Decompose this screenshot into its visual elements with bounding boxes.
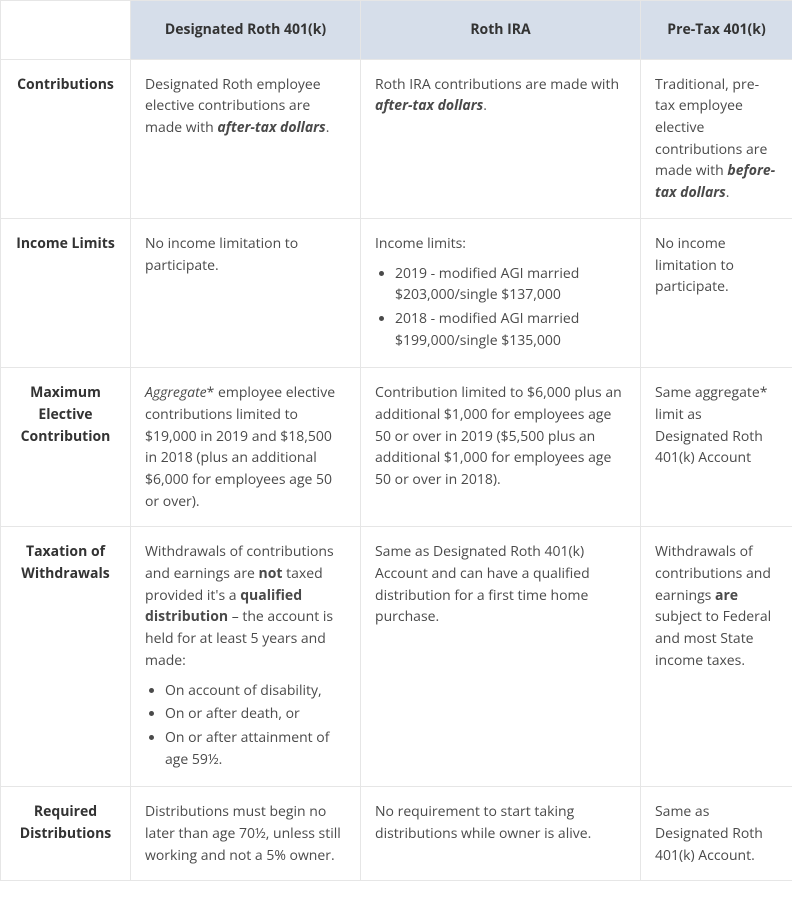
list-item: On or after death, or [165, 703, 346, 725]
emphasis: Aggregate [145, 383, 207, 402]
cell-tax-pretax401k: Withdrawals of contributions and earning… [641, 527, 792, 787]
row-label-income-limits: Income Limits [1, 218, 131, 367]
emphasis: are [715, 586, 738, 605]
header-pretax-401k: Pre-Tax 401(k) [641, 1, 792, 60]
cell-income-roth401k: No income limitation to participate. [131, 218, 361, 367]
header-designated-roth-401k: Designated Roth 401(k) [131, 1, 361, 60]
cell-tax-roth401k: Withdrawals of contributions and earning… [131, 527, 361, 787]
cell-income-pretax401k: No income limitation to participate. [641, 218, 792, 367]
cell-contributions-rothira: Roth IRA contributions are made with aft… [361, 59, 641, 218]
text: Withdrawals of contributions and earning… [655, 542, 771, 604]
text: . [326, 118, 330, 137]
cell-req-rothira: No requirement to start taking distribut… [361, 787, 641, 881]
cell-max-pretax401k: Same aggregate* limit as Designated Roth… [641, 368, 792, 527]
text: Income limits: [375, 233, 626, 255]
table-row: Taxation of Withdrawals Withdrawals of c… [1, 527, 792, 787]
table-row: Contributions Designated Roth employee e… [1, 59, 792, 218]
cell-contributions-roth401k: Designated Roth employee elective contri… [131, 59, 361, 218]
list-item: 2019 - modified AGI married $203,000/sin… [395, 263, 626, 306]
cell-contributions-pretax401k: Traditional, pre-tax employee elective c… [641, 59, 792, 218]
header-blank [1, 1, 131, 60]
cell-tax-rothira: Same as Designated Roth 401(k) Account a… [361, 527, 641, 787]
row-label-contributions: Contributions [1, 59, 131, 218]
row-label-max-elective: Maximum Elective Contribution [1, 368, 131, 527]
emphasis: not [259, 564, 283, 583]
list-item: 2018 - modified AGI married $199,000/sin… [395, 308, 626, 351]
text: . [483, 96, 487, 115]
table-row: Required Distributions Distributions mus… [1, 787, 792, 881]
list-item: On account of disability, [165, 680, 346, 702]
text: * employee elective contributions limite… [145, 383, 335, 510]
text: subject to Federal and most State income… [655, 607, 771, 669]
income-limits-list: 2019 - modified AGI married $203,000/sin… [375, 263, 626, 352]
list-item: On or after attainment of age 59½. [165, 727, 346, 770]
cell-req-pretax401k: Same as Designated Roth 401(k) Account. [641, 787, 792, 881]
cell-max-rothira: Contribution limited to $6,000 plus an a… [361, 368, 641, 527]
header-roth-ira: Roth IRA [361, 1, 641, 60]
emphasis: after-tax dollars [217, 118, 325, 137]
table-header-row: Designated Roth 401(k) Roth IRA Pre-Tax … [1, 1, 792, 60]
row-label-taxation: Taxation of Withdrawals [1, 527, 131, 787]
table-row: Income Limits No income limitation to pa… [1, 218, 792, 367]
cell-max-roth401k: Aggregate* employee elective contributio… [131, 368, 361, 527]
text: . [726, 183, 730, 202]
retirement-account-comparison-table: Designated Roth 401(k) Roth IRA Pre-Tax … [0, 0, 792, 881]
row-label-required-dist: Required Distributions [1, 787, 131, 881]
text: Roth IRA contributions are made with [375, 75, 619, 94]
table-row: Maximum Elective Contribution Aggregate*… [1, 368, 792, 527]
cell-income-rothira: Income limits: 2019 - modified AGI marri… [361, 218, 641, 367]
cell-req-roth401k: Distributions must begin no later than a… [131, 787, 361, 881]
emphasis: after-tax dollars [375, 96, 483, 115]
taxation-conditions-list: On account of disability, On or after de… [145, 680, 346, 771]
